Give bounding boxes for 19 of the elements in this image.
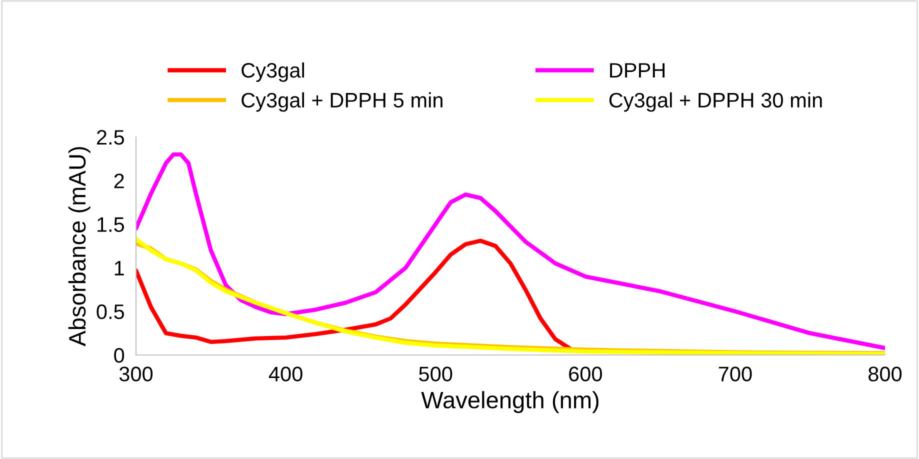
x-axis-title: Wavelength (nm) [421, 391, 598, 414]
legend-label: Cy3gal + DPPH 30 min [609, 92, 822, 112]
y-tick-label: 2 [114, 174, 124, 188]
legend-label: Cy3gal + DPPH 5 min [242, 92, 442, 112]
x-tick-label: 700 [718, 366, 752, 382]
x-tick-label: 600 [569, 366, 602, 382]
x-tick-label: 400 [268, 366, 302, 382]
y-tick-label: 1 [114, 261, 124, 276]
legend-label: Cy3gal [242, 62, 304, 82]
y-tick-label: 0.5 [96, 304, 124, 320]
y-tick-label: 0 [114, 348, 124, 363]
line-series [136, 152, 885, 350]
legend-label: DPPH [610, 63, 665, 78]
y-axis-title: Absorbance (mAU) [68, 147, 90, 346]
x-tick-label: 500 [419, 366, 452, 382]
y-tick-label: 2.5 [96, 130, 124, 145]
y-tick-label: 1.5 [98, 217, 124, 232]
x-tick-label: 800 [868, 366, 902, 382]
x-tick-label: 300 [119, 366, 153, 382]
